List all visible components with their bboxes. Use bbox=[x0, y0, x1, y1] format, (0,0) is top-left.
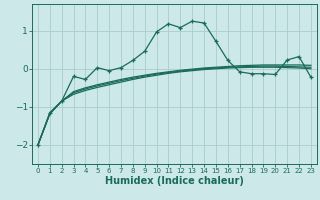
X-axis label: Humidex (Indice chaleur): Humidex (Indice chaleur) bbox=[105, 176, 244, 186]
